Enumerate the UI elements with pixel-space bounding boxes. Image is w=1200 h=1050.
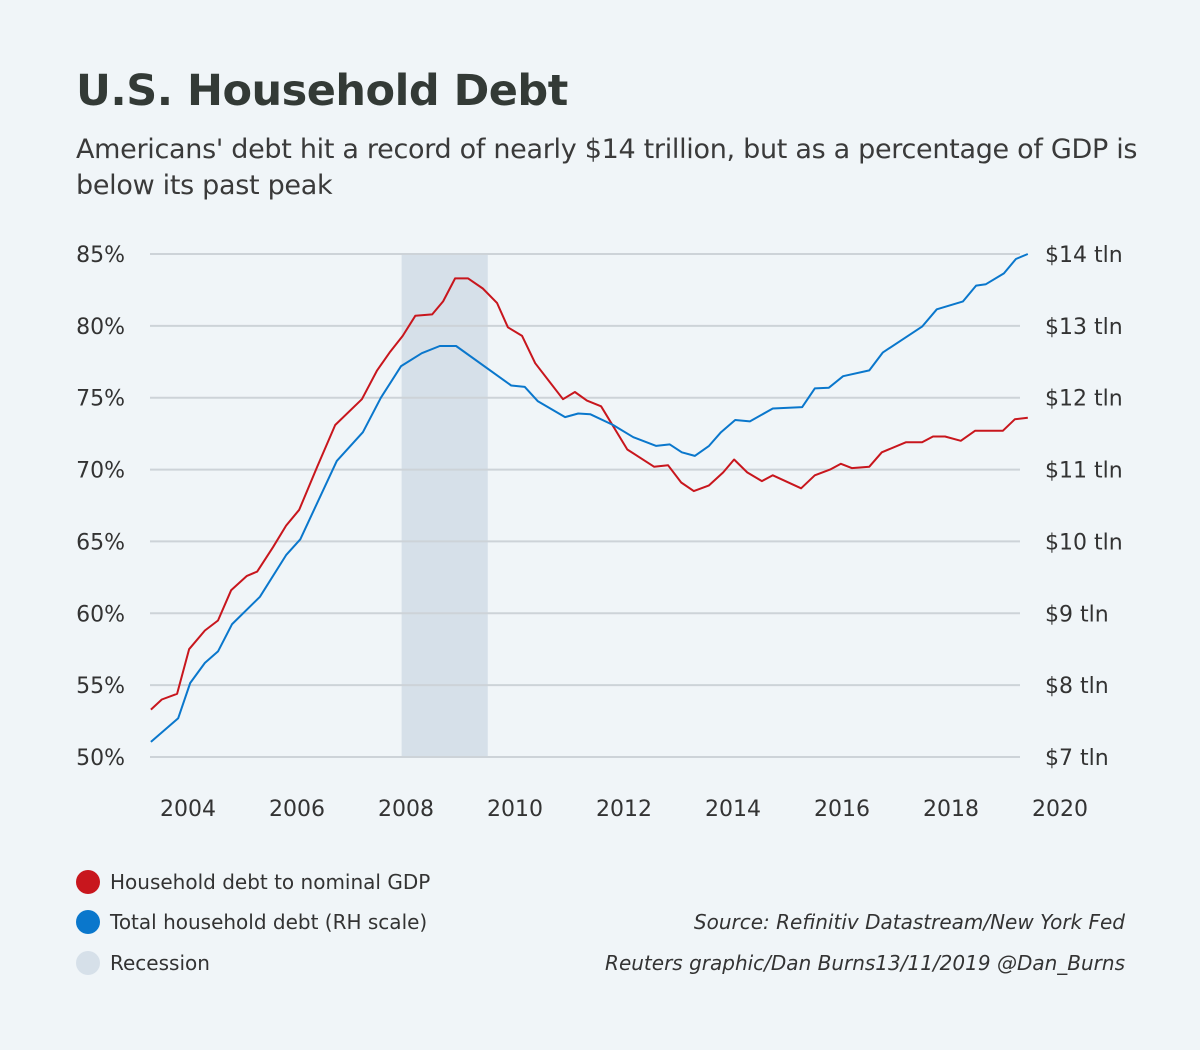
legend-item-recession: Recession bbox=[76, 951, 210, 975]
legend-label: Household debt to nominal GDP bbox=[110, 870, 431, 894]
x-tick-label: 2010 bbox=[487, 797, 543, 822]
y-left-tick-label: 80% bbox=[76, 315, 125, 340]
legend-item-gdp-ratio: Household debt to nominal GDP bbox=[76, 870, 430, 894]
x-tick-label: 2006 bbox=[269, 797, 325, 822]
legend-label: Total household debt (RH scale) bbox=[110, 910, 428, 934]
y-left-tick-label: 85% bbox=[76, 243, 125, 268]
x-tick-label: 2004 bbox=[160, 797, 216, 822]
legend-swatch-blue bbox=[76, 910, 100, 934]
y-right-tick-label: $12 tln bbox=[1045, 387, 1123, 412]
legend-label: Recession bbox=[110, 951, 210, 975]
chart-subtitle: Americans' debt hit a record of nearly $… bbox=[76, 134, 1138, 201]
y-right-tick-label: $8 tln bbox=[1045, 674, 1109, 699]
x-tick-label: 2016 bbox=[814, 797, 870, 822]
y-left-tick-label: 50% bbox=[76, 746, 125, 771]
chart-title: U.S. Household Debt bbox=[76, 66, 568, 116]
y-right-tick-label: $9 tln bbox=[1045, 602, 1109, 627]
legend-swatch-red bbox=[76, 870, 100, 894]
source-note: Source: Refinitiv Datastream/New York Fe… bbox=[693, 910, 1125, 934]
y-right-tick-label: $7 tln bbox=[1045, 746, 1109, 771]
y-left-tick-label: 70% bbox=[76, 459, 125, 484]
x-tick-label: 2018 bbox=[923, 797, 979, 822]
x-tick-label: 2008 bbox=[378, 797, 434, 822]
x-tick-label: 2012 bbox=[596, 797, 652, 822]
y-left-tick-label: 75% bbox=[76, 387, 125, 412]
y-right-tick-label: $11 tln bbox=[1045, 459, 1123, 484]
legend-swatch-recession bbox=[76, 951, 100, 975]
y-right-tick-label: $14 tln bbox=[1045, 243, 1123, 268]
legend-item-total-debt: Total household debt (RH scale) bbox=[76, 910, 427, 934]
y-right-tick-label: $13 tln bbox=[1045, 315, 1123, 340]
x-tick-label: 2020 bbox=[1032, 797, 1088, 822]
recession-band bbox=[401, 254, 488, 757]
y-left-tick-label: 55% bbox=[76, 674, 125, 699]
series-line-total-debt bbox=[150, 253, 1029, 743]
y-left-tick-label: 60% bbox=[76, 602, 125, 627]
y-right-tick-label: $10 tln bbox=[1045, 530, 1123, 555]
credit-note: Reuters graphic/Dan Burns13/11/2019 @Dan… bbox=[605, 951, 1125, 975]
x-tick-label: 2014 bbox=[705, 797, 761, 822]
y-left-tick-label: 65% bbox=[76, 530, 125, 555]
